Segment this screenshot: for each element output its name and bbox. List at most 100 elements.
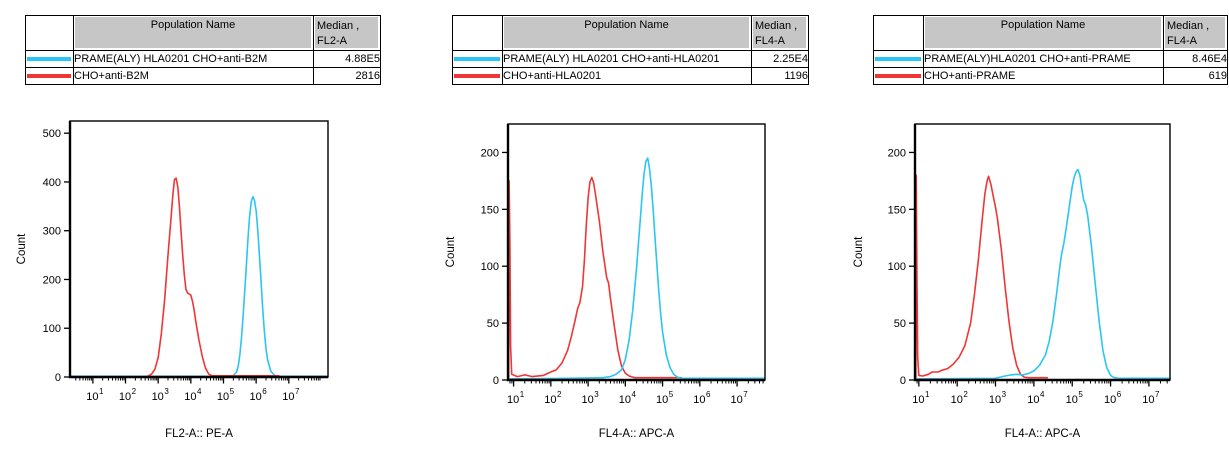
- histogram-curve-1: [142, 177, 280, 377]
- population-color-swatch: [27, 74, 71, 78]
- median-value: 4.88E5: [313, 50, 381, 68]
- legend-corner-cell: [873, 15, 924, 51]
- population-name-header: Population Name: [504, 17, 749, 48]
- x-axis-title: FL2-A:: PE-A: [165, 428, 233, 440]
- x-axis: 101 102 103 104 105 106 107: [912, 380, 1168, 406]
- legend-header-population: Population Name: [73, 15, 314, 51]
- median-header: Median , FL2-A: [315, 17, 378, 48]
- population-color-swatch: [875, 74, 921, 78]
- panel-fl4-apc-hla: Population Name Median , FL4-A PRAME(ALY)…: [410, 0, 820, 458]
- x-axis-title: FL4-A:: APC-A: [599, 428, 675, 440]
- median-value: 1196: [751, 67, 809, 85]
- x-tick-label: 107: [730, 390, 748, 406]
- x-tick-label: 106: [1104, 390, 1122, 406]
- flow-histogram[interactable]: 0 50 100 150 200 101 102 103 104 105 106 107 Count FL…: [410, 100, 820, 456]
- population-swatch-cell: [873, 50, 924, 68]
- legend-row[interactable]: PRAME(ALY)HLA0201 CHO+anti-PRAME 8.46E4: [873, 50, 1228, 68]
- population-name: CHO+anti-B2M: [73, 67, 314, 85]
- legend-row[interactable]: CHO+anti-PRAME 619: [873, 67, 1228, 85]
- series-curves: [508, 157, 765, 380]
- y-tick-label: 400: [43, 177, 61, 189]
- legend-header-row: Population Name Median , FL2-A: [25, 15, 381, 51]
- y-tick-label: 100: [481, 261, 499, 273]
- x-tick-label: 102: [951, 390, 969, 406]
- population-swatch-cell: [452, 50, 503, 68]
- y-tick-label: 0: [900, 375, 906, 387]
- legend-header-median: Median , FL4-A: [751, 15, 809, 51]
- x-axis-title: FL4-A:: APC-A: [1005, 428, 1081, 440]
- median-header: Median , FL4-A: [753, 17, 806, 48]
- y-axis-title: Count: [16, 233, 28, 264]
- y-tick-label: 200: [43, 274, 61, 286]
- y-tick-label: 0: [55, 372, 61, 384]
- x-tick-label: 104: [619, 390, 637, 406]
- x-tick-label: 103: [152, 387, 170, 403]
- median-header-line1: Median ,: [1167, 20, 1210, 32]
- flow-histogram[interactable]: 0 100 200 300 400 500 101 102 103 104 105 106 107 Cou…: [0, 100, 410, 456]
- panel-fl2-pe: Population Name Median , FL2-A PRAME(ALY)…: [0, 0, 410, 458]
- x-tick-label: 105: [656, 390, 674, 406]
- plot-border: [506, 123, 766, 382]
- median-value: 2816: [313, 67, 381, 85]
- legend-header-median: Median , FL4-A: [1163, 15, 1228, 51]
- x-tick-label: 106: [250, 387, 268, 403]
- x-tick-label: 101: [86, 387, 104, 403]
- y-tick-label: 100: [888, 261, 906, 273]
- legend-corner-cell: [452, 15, 503, 51]
- legend-header-median: Median , FL2-A: [313, 15, 381, 51]
- population-name: CHO+anti-HLA0201: [502, 67, 752, 85]
- histogram-curve-1: [508, 157, 765, 380]
- median-header: Median , FL4-A: [1165, 17, 1225, 48]
- x-tick-label: 101: [912, 390, 930, 406]
- flow-histogram[interactable]: 0 50 100 150 200 101 102 103 104 105 106 107 Count FL…: [820, 100, 1229, 456]
- x-tick-label: 105: [217, 387, 235, 403]
- legend-row[interactable]: PRAME(ALY) HLA0201 CHO+anti-B2M 4.88E5: [25, 50, 381, 68]
- median-header-line2: FL2-A: [317, 35, 347, 47]
- x-axis: 101 102 103 104 105 106 107: [75, 377, 321, 403]
- y-tick-label: 150: [888, 204, 906, 216]
- legend-row[interactable]: CHO+anti-B2M 2816: [25, 67, 381, 85]
- y-tick-label: 300: [43, 226, 61, 238]
- y-tick-label: 0: [493, 375, 499, 387]
- population-name: PRAME(ALY)HLA0201 CHO+anti-PRAME: [923, 50, 1164, 68]
- series-curves: [915, 168, 1170, 380]
- y-axis: 0 100 200 300 400 500: [43, 128, 70, 384]
- median-header-line2: FL4-A: [1167, 35, 1197, 47]
- legend-tbody: PRAME(ALY) HLA0201 CHO+anti-B2M 4.88E5 CHO…: [25, 50, 381, 85]
- histogram-curve-0: [508, 176, 683, 380]
- y-axis: 0 50 100 150 200: [888, 147, 915, 387]
- x-tick-label: 107: [1142, 390, 1160, 406]
- population-name: PRAME(ALY) HLA0201 CHO+anti-HLA0201: [502, 50, 752, 68]
- population-name-header: Population Name: [925, 17, 1161, 48]
- population-name: CHO+anti-PRAME: [923, 67, 1164, 85]
- x-tick-label: 101: [507, 390, 525, 406]
- median-header-line1: Median ,: [317, 20, 360, 32]
- legend-row[interactable]: PRAME(ALY) HLA0201 CHO+anti-HLA0201 2.25E…: [452, 50, 809, 68]
- legend-row[interactable]: CHO+anti-HLA0201 1196: [452, 67, 809, 85]
- x-tick-label: 105: [1066, 390, 1084, 406]
- median-value: 8.46E4: [1163, 50, 1228, 68]
- histogram-curve-1: [915, 168, 1170, 380]
- legend-header-population: Population Name: [502, 15, 752, 51]
- median-header-line2: FL4-A: [755, 35, 785, 47]
- population-name: PRAME(ALY) HLA0201 CHO+anti-B2M: [73, 50, 314, 68]
- median-header-line1: Median ,: [755, 20, 798, 32]
- x-tick-label: 104: [1027, 390, 1045, 406]
- legend-header-row: Population Name Median , FL4-A: [873, 15, 1228, 51]
- population-color-swatch: [27, 57, 71, 61]
- series-curves: [70, 177, 328, 377]
- legend-header-row: Population Name Median , FL4-A: [452, 15, 809, 51]
- median-value: 619: [1163, 67, 1228, 85]
- x-axis: 101 102 103 104 105 106 107: [507, 380, 764, 406]
- x-tick-label: 106: [693, 390, 711, 406]
- legend-table[interactable]: Population Name Median , FL4-A PRAME(ALY)…: [452, 15, 809, 85]
- y-axis-title: Count: [853, 236, 865, 267]
- legend-tbody: PRAME(ALY)HLA0201 CHO+anti-PRAME 8.46E4 CH…: [873, 50, 1228, 85]
- histogram-curve-0: [915, 174, 1049, 380]
- plot-border: [913, 123, 1171, 382]
- histogram-curve-0: [70, 195, 328, 377]
- legend-table[interactable]: Population Name Median , FL4-A PRAME(ALY)…: [873, 15, 1228, 85]
- legend-table[interactable]: Population Name Median , FL2-A PRAME(ALY)…: [25, 15, 381, 85]
- y-axis-title: Count: [445, 236, 457, 267]
- population-color-swatch: [454, 74, 500, 78]
